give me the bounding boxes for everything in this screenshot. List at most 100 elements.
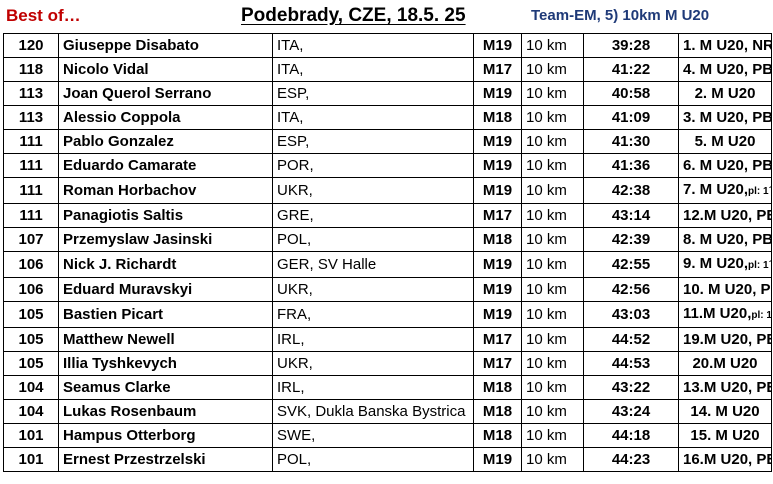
table-row: 106 Nick J. Richardt GER, SV Halle M19 10 km… <box>3 251 772 278</box>
time-cell: 43:22 <box>583 375 679 400</box>
distance-cell: 10 km <box>521 105 584 130</box>
placing-text: 14. M U20 <box>690 403 760 420</box>
placing-text: 11.M U20, <box>683 305 752 322</box>
placing-cell: 9. M U20,pl: 1´ <box>678 251 772 278</box>
distance-cell: 10 km <box>521 327 584 352</box>
athlete-name-cell: Lukas Rosenbaum <box>58 399 273 424</box>
header: Best of… Podebrady, CZE, 18.5. 25 Team-E… <box>0 0 773 33</box>
club-cell: POR, <box>272 153 474 178</box>
placing-cell: 19.M U20, PB <box>678 327 772 352</box>
time-cell: 40:58 <box>583 81 679 106</box>
distance-cell: 10 km <box>521 447 584 472</box>
athlete-name-cell: Eduard Muravskyi <box>58 277 273 302</box>
age-category-cell: M19 <box>473 153 522 178</box>
points-cell: 111 <box>3 153 59 178</box>
distance-cell: 10 km <box>521 129 584 154</box>
placing-cell: 16.M U20, PB <box>678 447 772 472</box>
table-row: 120 Giuseppe Disabato ITA, M19 10 km 39:28 1. … <box>3 33 772 58</box>
time-cell: 42:56 <box>583 277 679 302</box>
event-title: Podebrady, CZE, 18.5. 25 <box>241 5 466 26</box>
time-cell: 44:52 <box>583 327 679 352</box>
age-category-cell: M18 <box>473 423 522 448</box>
distance-cell: 10 km <box>521 227 584 252</box>
placing-cell: 12.M U20, PB <box>678 203 772 228</box>
distance-cell: 10 km <box>521 277 584 302</box>
club-cell: UKR, <box>272 277 474 302</box>
placing-text: 12.M U20, PB <box>683 207 772 224</box>
points-cell: 111 <box>3 129 59 154</box>
time-cell: 39:28 <box>583 33 679 58</box>
athlete-name-cell: Nick J. Richardt <box>58 251 273 278</box>
club-cell: IRL, <box>272 375 474 400</box>
distance-cell: 10 km <box>521 301 584 328</box>
placing-cell: 4. M U20, PB <box>678 57 772 82</box>
age-category-cell: M19 <box>473 81 522 106</box>
placing-cell: 20.M U20 <box>678 351 772 376</box>
points-cell: 111 <box>3 177 59 204</box>
club-cell: ITA, <box>272 33 474 58</box>
table-row: 105 Illia Tyshkevych UKR, M17 10 km 44:53 20.M… <box>3 351 772 376</box>
athlete-name-cell: Panagiotis Saltis <box>58 203 273 228</box>
athlete-name-cell: Matthew Newell <box>58 327 273 352</box>
athlete-name-cell: Alessio Coppola <box>58 105 273 130</box>
placing-text: 6. M U20, PB <box>683 157 772 174</box>
placing-text: 5. M U20 <box>694 133 756 150</box>
table-row: 111 Panagiotis Saltis GRE, M17 10 km 43:14 12.… <box>3 203 772 228</box>
points-cell: 106 <box>3 277 59 302</box>
time-cell: 41:30 <box>583 129 679 154</box>
age-category-cell: M19 <box>473 301 522 328</box>
placing-cell: 1. M U20, NR <box>678 33 772 58</box>
results-body: 120 Giuseppe Disabato ITA, M19 10 km 39:28 1. … <box>3 33 772 472</box>
age-category-cell: M19 <box>473 251 522 278</box>
table-row: 104 Lukas Rosenbaum SVK, Dukla Banska Byst… <box>3 399 772 424</box>
age-category-cell: M18 <box>473 399 522 424</box>
athlete-name-cell: Ernest Przestrzelski <box>58 447 273 472</box>
time-cell: 42:38 <box>583 177 679 204</box>
placing-cell: 15. M U20 <box>678 423 772 448</box>
club-cell: SWE, <box>272 423 474 448</box>
age-category-cell: M18 <box>473 227 522 252</box>
club-cell: GER, SV Halle <box>272 251 474 278</box>
club-cell: ESP, <box>272 129 474 154</box>
distance-cell: 10 km <box>521 203 584 228</box>
table-row: 111 Eduardo Camarate POR, M19 10 km 41:36 6. M… <box>3 153 772 178</box>
best-of-label: Best of… <box>6 6 81 25</box>
table-row: 111 Pablo Gonzalez ESP, M19 10 km 41:30 5. M U… <box>3 129 772 154</box>
athlete-name-cell: Giuseppe Disabato <box>58 33 273 58</box>
age-category-cell: M17 <box>473 351 522 376</box>
time-cell: 44:18 <box>583 423 679 448</box>
age-category-cell: M17 <box>473 57 522 82</box>
athlete-name-cell: Nicolo Vidal <box>58 57 273 82</box>
points-cell: 106 <box>3 251 59 278</box>
placing-note: pl: 1´ <box>748 260 772 271</box>
club-cell: ESP, <box>272 81 474 106</box>
club-cell: SVK, Dukla Banska Bystrica <box>272 399 474 424</box>
points-cell: 105 <box>3 301 59 328</box>
table-row: 105 Matthew Newell IRL, M17 10 km 44:52 19.M U… <box>3 327 772 352</box>
distance-cell: 10 km <box>521 351 584 376</box>
placing-cell: 2. M U20 <box>678 81 772 106</box>
points-cell: 120 <box>3 33 59 58</box>
club-cell: FRA, <box>272 301 474 328</box>
points-cell: 111 <box>3 203 59 228</box>
club-cell: ITA, <box>272 57 474 82</box>
club-cell: IRL, <box>272 327 474 352</box>
placing-cell: 5. M U20 <box>678 129 772 154</box>
time-cell: 43:14 <box>583 203 679 228</box>
table-row: 113 Joan Querol Serrano ESP, M19 10 km 40:58 2… <box>3 81 772 106</box>
age-category-cell: M18 <box>473 105 522 130</box>
athlete-name-cell: Illia Tyshkevych <box>58 351 273 376</box>
placing-note: pl: 1´ <box>748 186 772 197</box>
placing-cell: 7. M U20,pl: 1´ <box>678 177 772 204</box>
distance-cell: 10 km <box>521 33 584 58</box>
athlete-name-cell: Roman Horbachov <box>58 177 273 204</box>
points-cell: 118 <box>3 57 59 82</box>
athlete-name-cell: Eduardo Camarate <box>58 153 273 178</box>
table-row: 118 Nicolo Vidal ITA, M17 10 km 41:22 4. M U20… <box>3 57 772 82</box>
distance-cell: 10 km <box>521 375 584 400</box>
placing-text: 1. M U20, NR <box>683 37 772 54</box>
distance-cell: 10 km <box>521 81 584 106</box>
placing-cell: 8. M U20, PB <box>678 227 772 252</box>
distance-cell: 10 km <box>521 153 584 178</box>
placing-cell: 3. M U20, PB <box>678 105 772 130</box>
